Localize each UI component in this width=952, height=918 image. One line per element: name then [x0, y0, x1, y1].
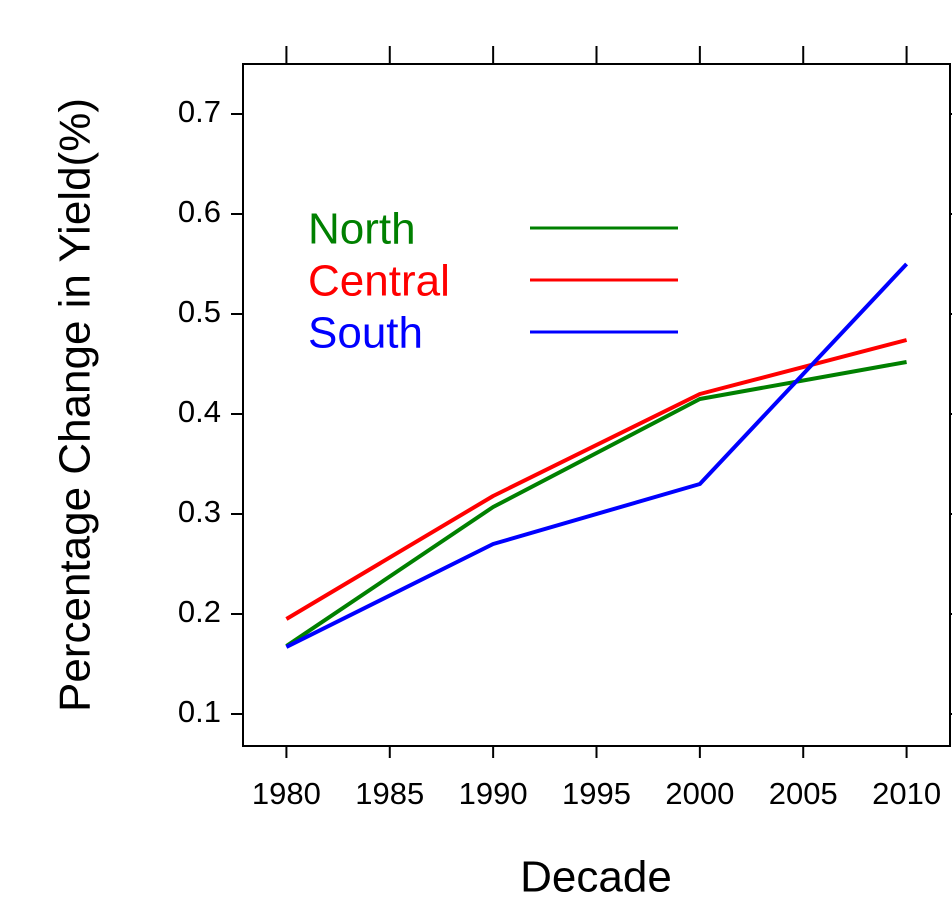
y-tick-label: 0.4	[178, 394, 221, 429]
legend-label: North	[308, 205, 416, 254]
legend-label: Central	[308, 257, 450, 306]
y-tick-label: 0.2	[178, 594, 221, 629]
x-tick-label: 1995	[562, 776, 631, 811]
plot-frame	[242, 63, 951, 747]
series-line	[285, 360, 907, 648]
series-line	[285, 262, 909, 649]
x-tick-label: 2000	[665, 776, 734, 811]
y-tick-label: 0.5	[178, 294, 221, 329]
y-tick-label: 0.3	[178, 494, 221, 529]
y-axis-title: Percentage Change in Yield(%)	[51, 98, 100, 712]
y-tick-label: 0.6	[178, 194, 221, 229]
legend-label: South	[308, 309, 423, 358]
x-tick-label: 2005	[769, 776, 838, 811]
y-tick-label: 0.1	[178, 694, 221, 729]
y-tick-label: 0.7	[178, 94, 221, 129]
x-tick-label: 1990	[459, 776, 528, 811]
series-line	[285, 338, 908, 621]
x-tick-label: 1980	[252, 776, 321, 811]
x-axis-title: Decade	[520, 853, 672, 902]
x-tick-label: 2010	[872, 776, 941, 811]
x-tick-label: 1985	[355, 776, 424, 811]
